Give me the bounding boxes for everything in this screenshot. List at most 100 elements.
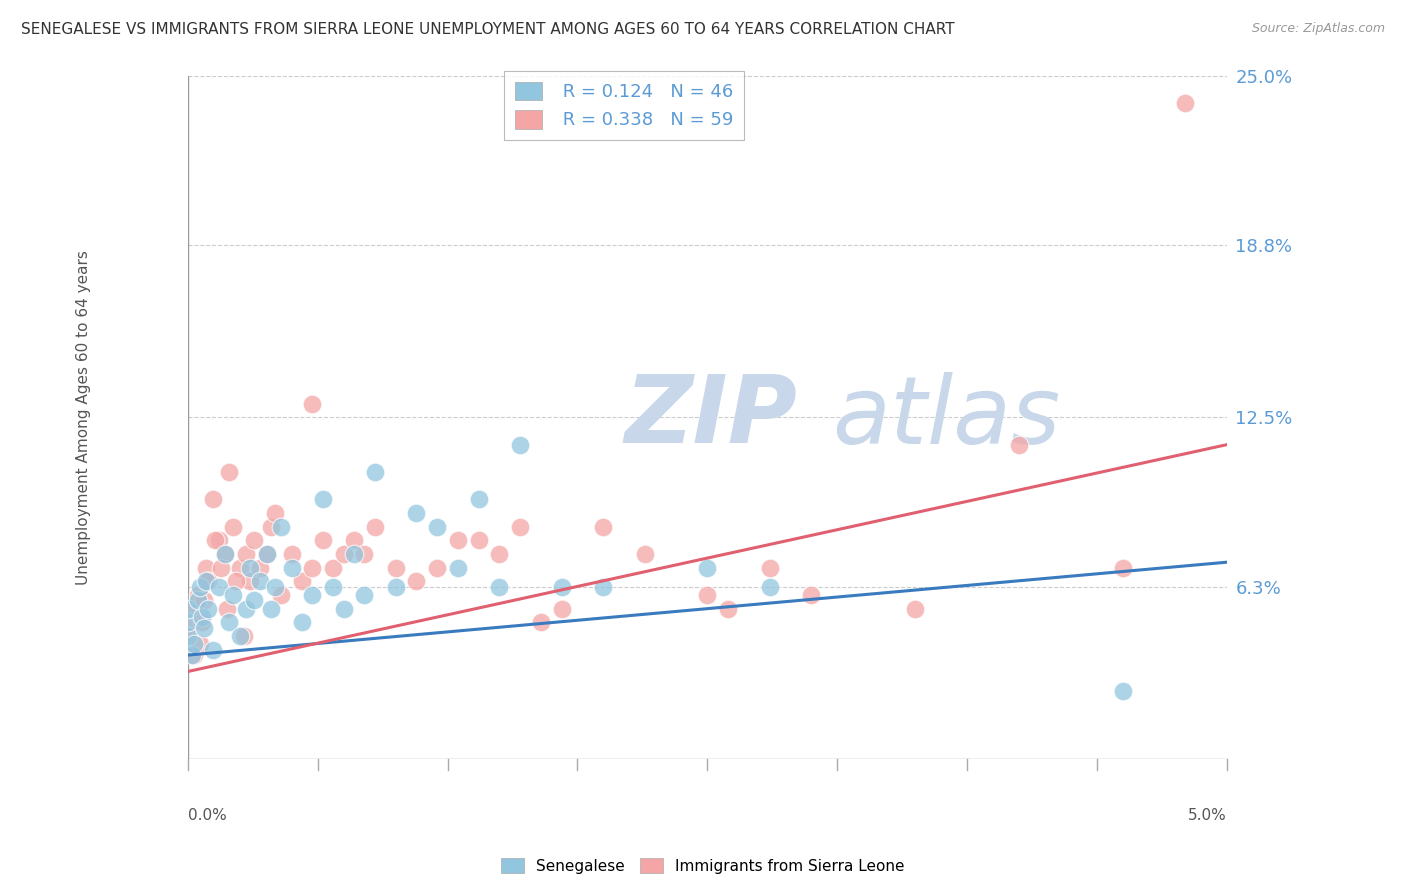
- Point: [191, 615, 214, 630]
- Point: [384, 560, 406, 574]
- Point: [243, 593, 266, 607]
- Point: [301, 396, 323, 410]
- Point: [467, 533, 489, 548]
- Point: [193, 593, 215, 607]
- Point: [177, 629, 200, 643]
- Point: [209, 560, 232, 574]
- Point: [183, 648, 205, 662]
- Text: Unemployment Among Ages 60 to 64 years: Unemployment Among Ages 60 to 64 years: [76, 250, 91, 585]
- Point: [177, 601, 200, 615]
- Point: [187, 593, 209, 607]
- Point: [187, 588, 209, 602]
- Point: [195, 560, 218, 574]
- Point: [177, 629, 200, 643]
- Point: [260, 519, 283, 533]
- Point: [301, 588, 323, 602]
- Point: [758, 580, 780, 594]
- Point: [322, 580, 344, 594]
- Point: [353, 547, 375, 561]
- Point: [228, 560, 250, 574]
- Point: [228, 629, 250, 643]
- Point: [214, 547, 236, 561]
- Point: [551, 601, 574, 615]
- Point: [222, 588, 245, 602]
- Point: [217, 601, 239, 615]
- Point: [249, 574, 271, 589]
- Point: [312, 533, 335, 548]
- Point: [758, 560, 780, 574]
- Point: [364, 465, 387, 479]
- Point: [197, 574, 219, 589]
- Point: [197, 601, 219, 615]
- Point: [260, 601, 283, 615]
- Point: [235, 547, 257, 561]
- Point: [634, 547, 657, 561]
- Point: [904, 601, 927, 615]
- Point: [239, 560, 262, 574]
- Text: atlas: atlas: [832, 372, 1060, 463]
- Point: [191, 610, 214, 624]
- Point: [256, 547, 278, 561]
- Point: [201, 642, 224, 657]
- Point: [592, 580, 614, 594]
- Point: [239, 574, 262, 589]
- Point: [509, 519, 531, 533]
- Point: [291, 615, 314, 630]
- Point: [180, 601, 202, 615]
- Point: [332, 601, 354, 615]
- Point: [232, 629, 254, 643]
- Point: [426, 519, 449, 533]
- Point: [197, 574, 219, 589]
- Point: [312, 492, 335, 507]
- Point: [218, 615, 240, 630]
- Point: [177, 615, 200, 630]
- Point: [177, 615, 200, 630]
- Point: [204, 533, 226, 548]
- Point: [551, 580, 574, 594]
- Point: [280, 547, 302, 561]
- Point: [592, 519, 614, 533]
- Point: [193, 621, 215, 635]
- Legend:  R = 0.124   N = 46,  R = 0.338   N = 59: R = 0.124 N = 46, R = 0.338 N = 59: [505, 70, 744, 140]
- Point: [405, 506, 427, 520]
- Point: [249, 560, 271, 574]
- Point: [696, 560, 718, 574]
- Point: [1008, 437, 1031, 451]
- Point: [291, 574, 314, 589]
- Point: [447, 533, 470, 548]
- Point: [364, 519, 387, 533]
- Text: SENEGALESE VS IMMIGRANTS FROM SIERRA LEONE UNEMPLOYMENT AMONG AGES 60 TO 64 YEAR: SENEGALESE VS IMMIGRANTS FROM SIERRA LEO…: [21, 22, 955, 37]
- Point: [800, 588, 823, 602]
- Point: [343, 533, 366, 548]
- Legend: Senegalese, Immigrants from Sierra Leone: Senegalese, Immigrants from Sierra Leone: [495, 852, 911, 880]
- Text: ZIP: ZIP: [624, 371, 797, 463]
- Point: [270, 519, 292, 533]
- Point: [195, 574, 218, 589]
- Point: [208, 580, 231, 594]
- Point: [717, 601, 740, 615]
- Point: [264, 580, 287, 594]
- Point: [183, 637, 205, 651]
- Point: [208, 533, 231, 548]
- Text: Source: ZipAtlas.com: Source: ZipAtlas.com: [1251, 22, 1385, 36]
- Point: [322, 560, 344, 574]
- Point: [280, 560, 302, 574]
- Point: [405, 574, 427, 589]
- Point: [235, 601, 257, 615]
- Point: [256, 547, 278, 561]
- Point: [696, 588, 718, 602]
- Point: [225, 574, 247, 589]
- Point: [1174, 95, 1197, 110]
- Point: [264, 506, 287, 520]
- Point: [188, 580, 211, 594]
- Point: [509, 437, 531, 451]
- Point: [332, 547, 354, 561]
- Point: [447, 560, 470, 574]
- Point: [530, 615, 553, 630]
- Point: [201, 492, 224, 507]
- Point: [426, 560, 449, 574]
- Point: [343, 547, 366, 561]
- Text: 0.0%: 0.0%: [188, 808, 226, 823]
- Point: [488, 580, 510, 594]
- Point: [218, 465, 240, 479]
